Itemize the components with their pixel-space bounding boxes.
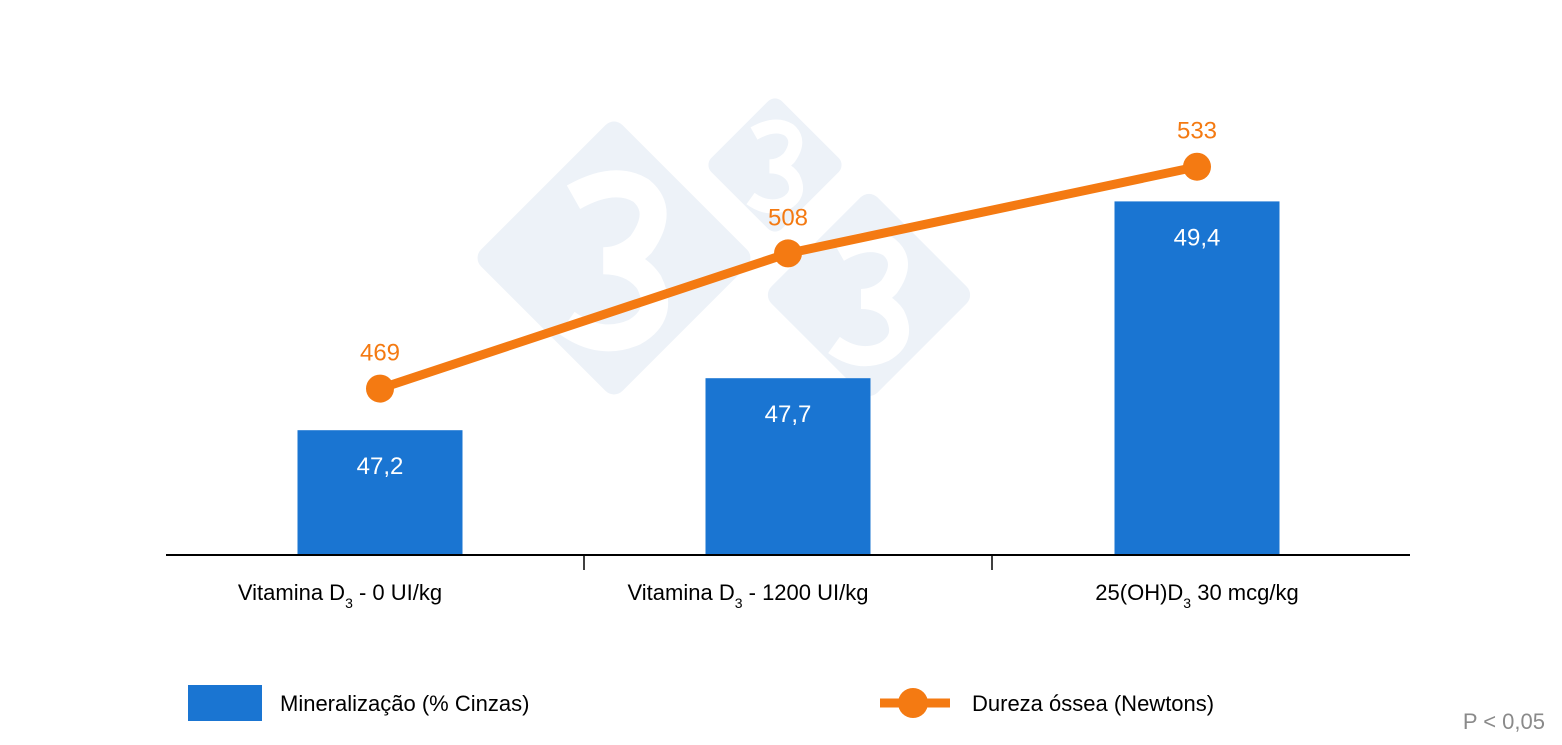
legend: Mineralização (% Cinzas) Dureza óssea (N… (188, 685, 1214, 721)
bar-value-label: 47,7 (765, 401, 812, 428)
bar-value-label: 49,4 (1174, 224, 1221, 251)
significance-note: P < 0,05 (1463, 709, 1545, 734)
x-tick-label: Vitamina D3 - 1200 UI/kg (628, 580, 869, 611)
bar-value-label: 47,2 (357, 453, 404, 480)
watermark-logo (477, 98, 971, 397)
legend-label-bar: Mineralização (% Cinzas) (280, 691, 529, 716)
line-value-label: 508 (768, 204, 808, 231)
legend-swatch-marker (898, 688, 928, 718)
line-marker (1183, 152, 1211, 181)
bar (705, 378, 871, 555)
line-value-label: 533 (1177, 118, 1217, 145)
bar (1114, 201, 1280, 555)
line-marker (366, 374, 394, 403)
line-value-label: 469 (360, 340, 400, 367)
legend-label-line: Dureza óssea (Newtons) (972, 691, 1214, 716)
bar (297, 430, 463, 555)
legend-swatch-bar (188, 685, 262, 721)
x-tick-label: Vitamina D3 - 0 UI/kg (238, 580, 442, 611)
x-tick-label: 25(OH)D3 30 mcg/kg (1095, 580, 1298, 611)
line-marker (774, 239, 802, 268)
